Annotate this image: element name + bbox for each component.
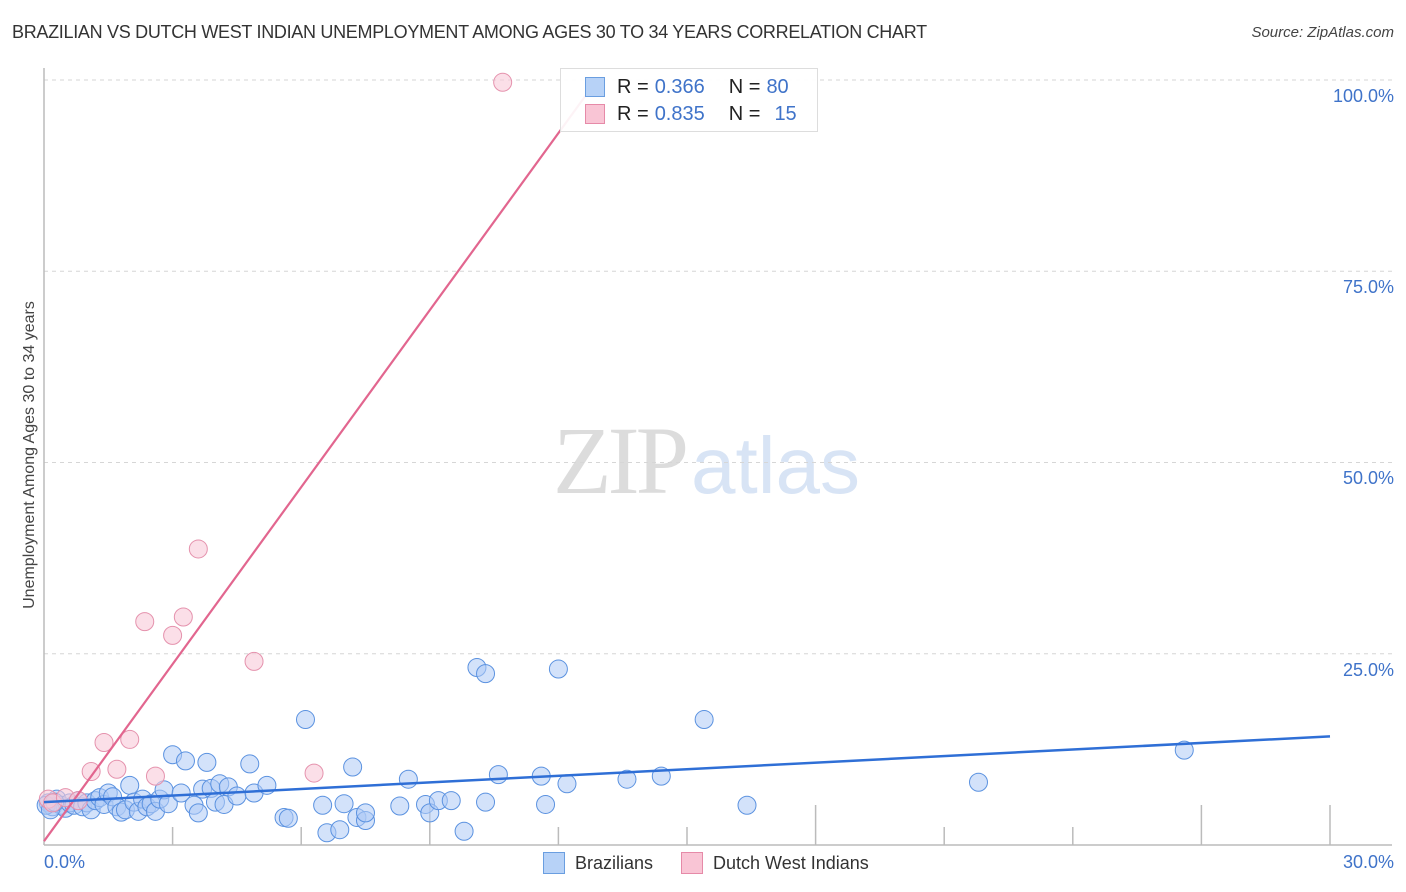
blue-swatch-icon — [543, 852, 565, 874]
n-value: 80 — [766, 75, 789, 98]
r-value: 0.835 — [654, 102, 705, 125]
stats-legend: R = 0.366 N = 80 R = 0.835 N = 15 — [560, 68, 818, 132]
n-value: 15 — [774, 102, 797, 125]
pink-swatch-icon — [585, 104, 605, 124]
x-tick-30: 30.0% — [1342, 852, 1394, 872]
r-label: R = — [617, 102, 649, 125]
n-label: N = — [728, 102, 761, 125]
gridlines — [44, 79, 1392, 655]
watermark: ZIPatlas — [553, 405, 860, 516]
y-axis-label: Unemployment Among Ages 30 to 34 years — [21, 301, 38, 609]
legend-item-brazilians[interactable]: Brazilians — [543, 852, 653, 874]
trendlines — [43, 79, 1331, 842]
y-tick-25: 25.0% — [1342, 660, 1394, 680]
legend-label: Dutch West Indians — [713, 852, 869, 873]
r-value: 0.366 — [654, 75, 705, 98]
y-tick-100: 100.0% — [1332, 86, 1394, 106]
y-tick-50: 50.0% — [1342, 468, 1394, 488]
dutch-west-indians-points — [38, 72, 513, 813]
chart-title: BRAZILIAN VS DUTCH WEST INDIAN UNEMPLOYM… — [12, 22, 927, 42]
source-label: Source: ZipAtlas.com — [1251, 24, 1394, 41]
legend-row-dutch-west-indians: R = 0.835 N = 15 — [585, 102, 797, 126]
x-tick-0: 0.0% — [44, 852, 86, 872]
series-legend: Brazilians Dutch West Indians — [543, 852, 897, 874]
n-label: N = — [728, 75, 761, 98]
blue-swatch-icon — [585, 77, 605, 97]
watermark-zip: ZIP — [553, 407, 689, 514]
y-tick-75: 75.0% — [1342, 277, 1394, 297]
watermark-atlas: atlas — [691, 421, 860, 510]
legend-label: Brazilians — [575, 852, 654, 873]
r-label: R = — [617, 75, 649, 98]
pink-swatch-icon — [681, 852, 704, 874]
axes — [43, 68, 1392, 846]
legend-row-brazilians: R = 0.366 N = 80 — [585, 75, 789, 99]
brazilians-points — [36, 658, 1194, 843]
legend-item-dutch-west-indians[interactable]: Dutch West Indians — [681, 852, 869, 874]
